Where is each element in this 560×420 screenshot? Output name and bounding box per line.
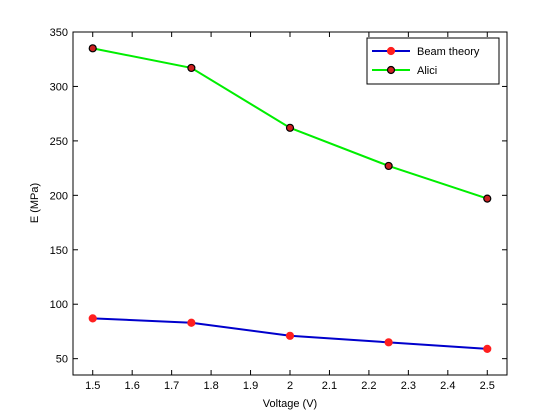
data-point-alici bbox=[483, 194, 492, 203]
legend-box bbox=[366, 37, 500, 85]
x-tick-label: 2.3 bbox=[401, 380, 416, 392]
x-tick-label: 2.5 bbox=[480, 380, 495, 392]
x-tick-label: 1.9 bbox=[243, 380, 258, 392]
x-tick-label: 2.2 bbox=[361, 380, 376, 392]
series-layer bbox=[88, 44, 492, 353]
data-point-alici bbox=[187, 63, 196, 73]
legend-marker-beam-theory bbox=[386, 46, 396, 56]
y-tick-label: 250 bbox=[50, 136, 68, 148]
x-tick-label: 1.8 bbox=[203, 380, 218, 392]
data-point-beam-theory bbox=[285, 331, 295, 340]
x-tick-label: 1.6 bbox=[125, 380, 140, 392]
data-point-alici bbox=[285, 123, 295, 132]
data-point-beam-theory bbox=[187, 318, 196, 327]
y-tick-label: 350 bbox=[50, 27, 68, 39]
x-tick-label: 2.4 bbox=[440, 380, 455, 392]
legend-label-beam-theory: Beam theory bbox=[417, 46, 480, 58]
legend: Beam theory Alici bbox=[366, 37, 500, 85]
data-point-alici bbox=[384, 161, 393, 171]
data-point-alici bbox=[88, 44, 97, 53]
legend-marker-alici bbox=[386, 65, 396, 75]
y-tick-label: 200 bbox=[50, 190, 68, 202]
x-tick-label: 2 bbox=[287, 380, 293, 392]
x-tick-label: 1.7 bbox=[164, 380, 179, 392]
y-tick-label: 50 bbox=[56, 354, 68, 366]
data-point-beam-theory bbox=[88, 314, 97, 323]
y-axis-label: E (MPa) bbox=[29, 183, 41, 223]
legend-label-alici: Alici bbox=[417, 65, 437, 77]
x-tick-label: 1.5 bbox=[85, 380, 100, 392]
plot-area bbox=[72, 31, 508, 376]
x-axis-label: Voltage (V) bbox=[263, 398, 317, 410]
y-tick-label: 300 bbox=[50, 81, 68, 93]
data-point-beam-theory bbox=[483, 344, 492, 353]
y-tick-label: 150 bbox=[50, 245, 68, 257]
data-point-beam-theory bbox=[384, 338, 393, 347]
y-tick-label: 100 bbox=[50, 299, 68, 311]
axis-ticks: 1.5 1.6 1.7 1.8 1.9 2 2.1 2.2 2.3 2.4 2.5 50 100 150 2… bbox=[50, 27, 507, 392]
x-tick-label: 2.1 bbox=[322, 380, 337, 392]
